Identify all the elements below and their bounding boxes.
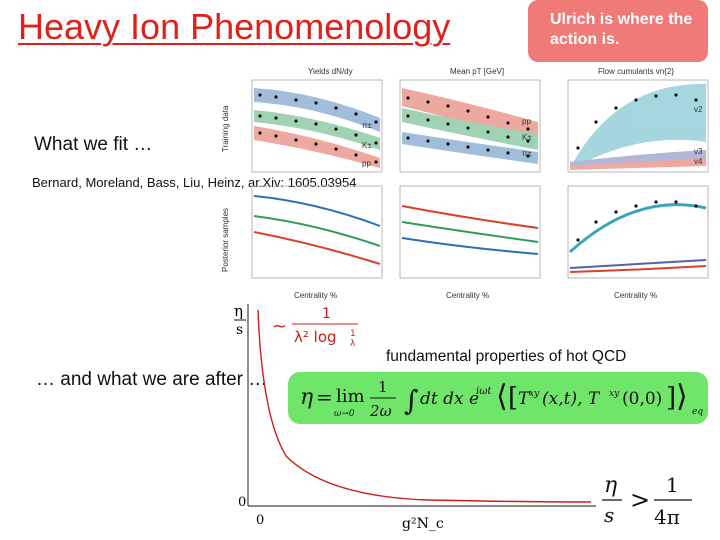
svg-text:]: ]: [666, 383, 676, 413]
svg-text:4π: 4π: [654, 505, 680, 529]
label-proton: pp: [362, 159, 371, 168]
svg-text:s: s: [604, 503, 614, 527]
ylabel-eta: η: [234, 302, 243, 320]
panel-meanpt-training: [399, 79, 541, 173]
xlabel-flow: Centrality %: [614, 291, 657, 300]
what-we-are-after-label: … and what we are after …: [36, 369, 268, 390]
what-we-fit-label: What we fit …: [34, 134, 153, 155]
panel-meanpt-posterior: [399, 185, 541, 279]
label-v2: v2: [694, 105, 703, 114]
svg-text:1: 1: [378, 378, 388, 396]
xlabel-meanpt: Centrality %: [446, 291, 489, 300]
svg-text:lim: lim: [336, 386, 365, 407]
svg-text:~: ~: [272, 316, 287, 337]
svg-text:T: T: [518, 389, 531, 409]
svg-text:iωt: iωt: [476, 386, 492, 397]
label-v3: v3: [694, 147, 703, 156]
svg-text:1: 1: [350, 329, 356, 339]
svg-text:η: η: [604, 473, 617, 498]
svg-text:eq: eq: [692, 407, 703, 417]
y-origin: 0: [238, 495, 246, 510]
svg-text:λ² log: λ² log: [294, 328, 337, 346]
panel-yields-training: [251, 79, 383, 173]
svg-text:[: [: [508, 383, 518, 413]
svg-text:η: η: [300, 385, 313, 410]
svg-text:dt dx e: dt dx e: [420, 389, 479, 409]
row-label-posterior: Posterior samples: [221, 208, 230, 272]
label-v4: v4: [694, 157, 703, 166]
panel-yields-posterior: [251, 185, 383, 279]
svg-text:>: >: [630, 486, 650, 514]
col-title-meanpt: Mean pT [GeV]: [450, 67, 504, 76]
svg-text:2ω: 2ω: [369, 402, 392, 420]
svg-text:1: 1: [666, 473, 679, 497]
svg-text:1: 1: [322, 306, 331, 322]
svg-text:⟨: ⟨: [496, 379, 508, 414]
label-pion: π±: [362, 121, 373, 130]
asymptote-formula: ~ 1 λ² log 1 λ: [272, 306, 358, 349]
col-title-yields: Yields dN/dy: [308, 67, 353, 76]
kubo-formula-box: [288, 372, 708, 424]
svg-text:∫: ∫: [404, 384, 419, 417]
row-label-training: Training data: [221, 105, 230, 152]
label-meanpt-kaon: K±: [522, 133, 532, 142]
svg-text:xy: xy: [529, 389, 540, 399]
slide-title: Heavy Ion Phenomenology: [18, 6, 451, 47]
model-fit-figure: Yields dN/dy Mean pT [GeV] Flow cumulant…: [221, 67, 709, 300]
svg-text:xy: xy: [609, 389, 620, 399]
svg-text:λ: λ: [350, 339, 356, 349]
svg-text:(0,0): (0,0): [622, 389, 662, 409]
xlabel-g2nc: g²N_c: [402, 516, 444, 532]
label-meanpt-pp: pp: [522, 117, 531, 126]
callout-box: Ulrich is where the action is.: [528, 0, 708, 62]
panel-flow-posterior: [567, 185, 709, 279]
label-kaon: K±: [362, 141, 372, 150]
col-title-flow: Flow cumulants vn{2}: [598, 67, 674, 76]
x-origin: 0: [256, 513, 264, 528]
xlabel-yields: Centrality %: [294, 291, 337, 300]
svg-text:(x,t), T: (x,t), T: [542, 389, 601, 409]
label-meanpt-pion: π±: [522, 149, 533, 158]
svg-text:=: =: [316, 385, 333, 409]
svg-text:⟩: ⟩: [676, 379, 688, 414]
svg-text:ω→0: ω→0: [334, 409, 355, 419]
fundamental-label: fundamental properties of hot QCD: [386, 348, 627, 365]
ylabel-s: s: [236, 322, 243, 338]
kubo-formula: η = lim ω→0 1 2ω ∫ dt dx e iωt ⟨ [ T xy …: [300, 378, 703, 420]
viscosity-plot: η s 0 0 g²N_c ~ 1 λ² log 1 λ: [234, 302, 596, 532]
panel-flow-training: [567, 79, 709, 173]
kss-bound: η s > 1 4π: [602, 473, 692, 529]
